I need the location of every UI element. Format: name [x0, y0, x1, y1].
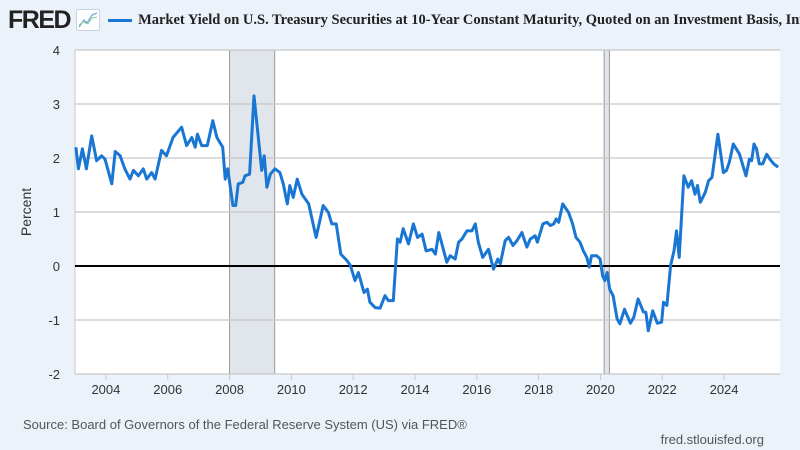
chart-title: Market Yield on U.S. Treasury Securities…: [138, 11, 800, 28]
y-tick-label: 3: [53, 97, 60, 112]
line-chart-icon: [76, 9, 101, 31]
x-tick-label: 2022: [648, 382, 677, 397]
fred-logo[interactable]: FRED: [8, 6, 72, 34]
series-line: [74, 94, 780, 333]
y-tick-label: -2: [48, 367, 60, 382]
y-tick-label: 0: [53, 259, 60, 274]
x-tick-label: 2008: [215, 382, 244, 397]
x-tick-label: 2006: [153, 382, 182, 397]
y-tick-label: 4: [53, 43, 60, 58]
y-tick-label: -1: [48, 313, 60, 328]
y-tick-label: 1: [53, 205, 60, 220]
y-tick-label: 2: [53, 151, 60, 166]
x-tick-label: 2010: [277, 382, 306, 397]
source-note: Source: Board of Governors of the Federa…: [23, 417, 467, 432]
x-tick-label: 2004: [91, 382, 120, 397]
chart-header: FRED Market Yield on U.S. Treasury Secur…: [8, 6, 800, 34]
x-tick-label: 2014: [401, 382, 430, 397]
x-tick-label: 2020: [586, 382, 615, 397]
legend-swatch: [108, 18, 133, 22]
x-tick-label: 2016: [462, 382, 491, 397]
y-axis-label: Percent: [18, 188, 34, 236]
x-tick-label: 2018: [524, 382, 553, 397]
x-tick-label: 2012: [339, 382, 368, 397]
x-tick-label: 2024: [710, 382, 739, 397]
site-link[interactable]: fred.stlouisfed.org: [660, 432, 764, 447]
